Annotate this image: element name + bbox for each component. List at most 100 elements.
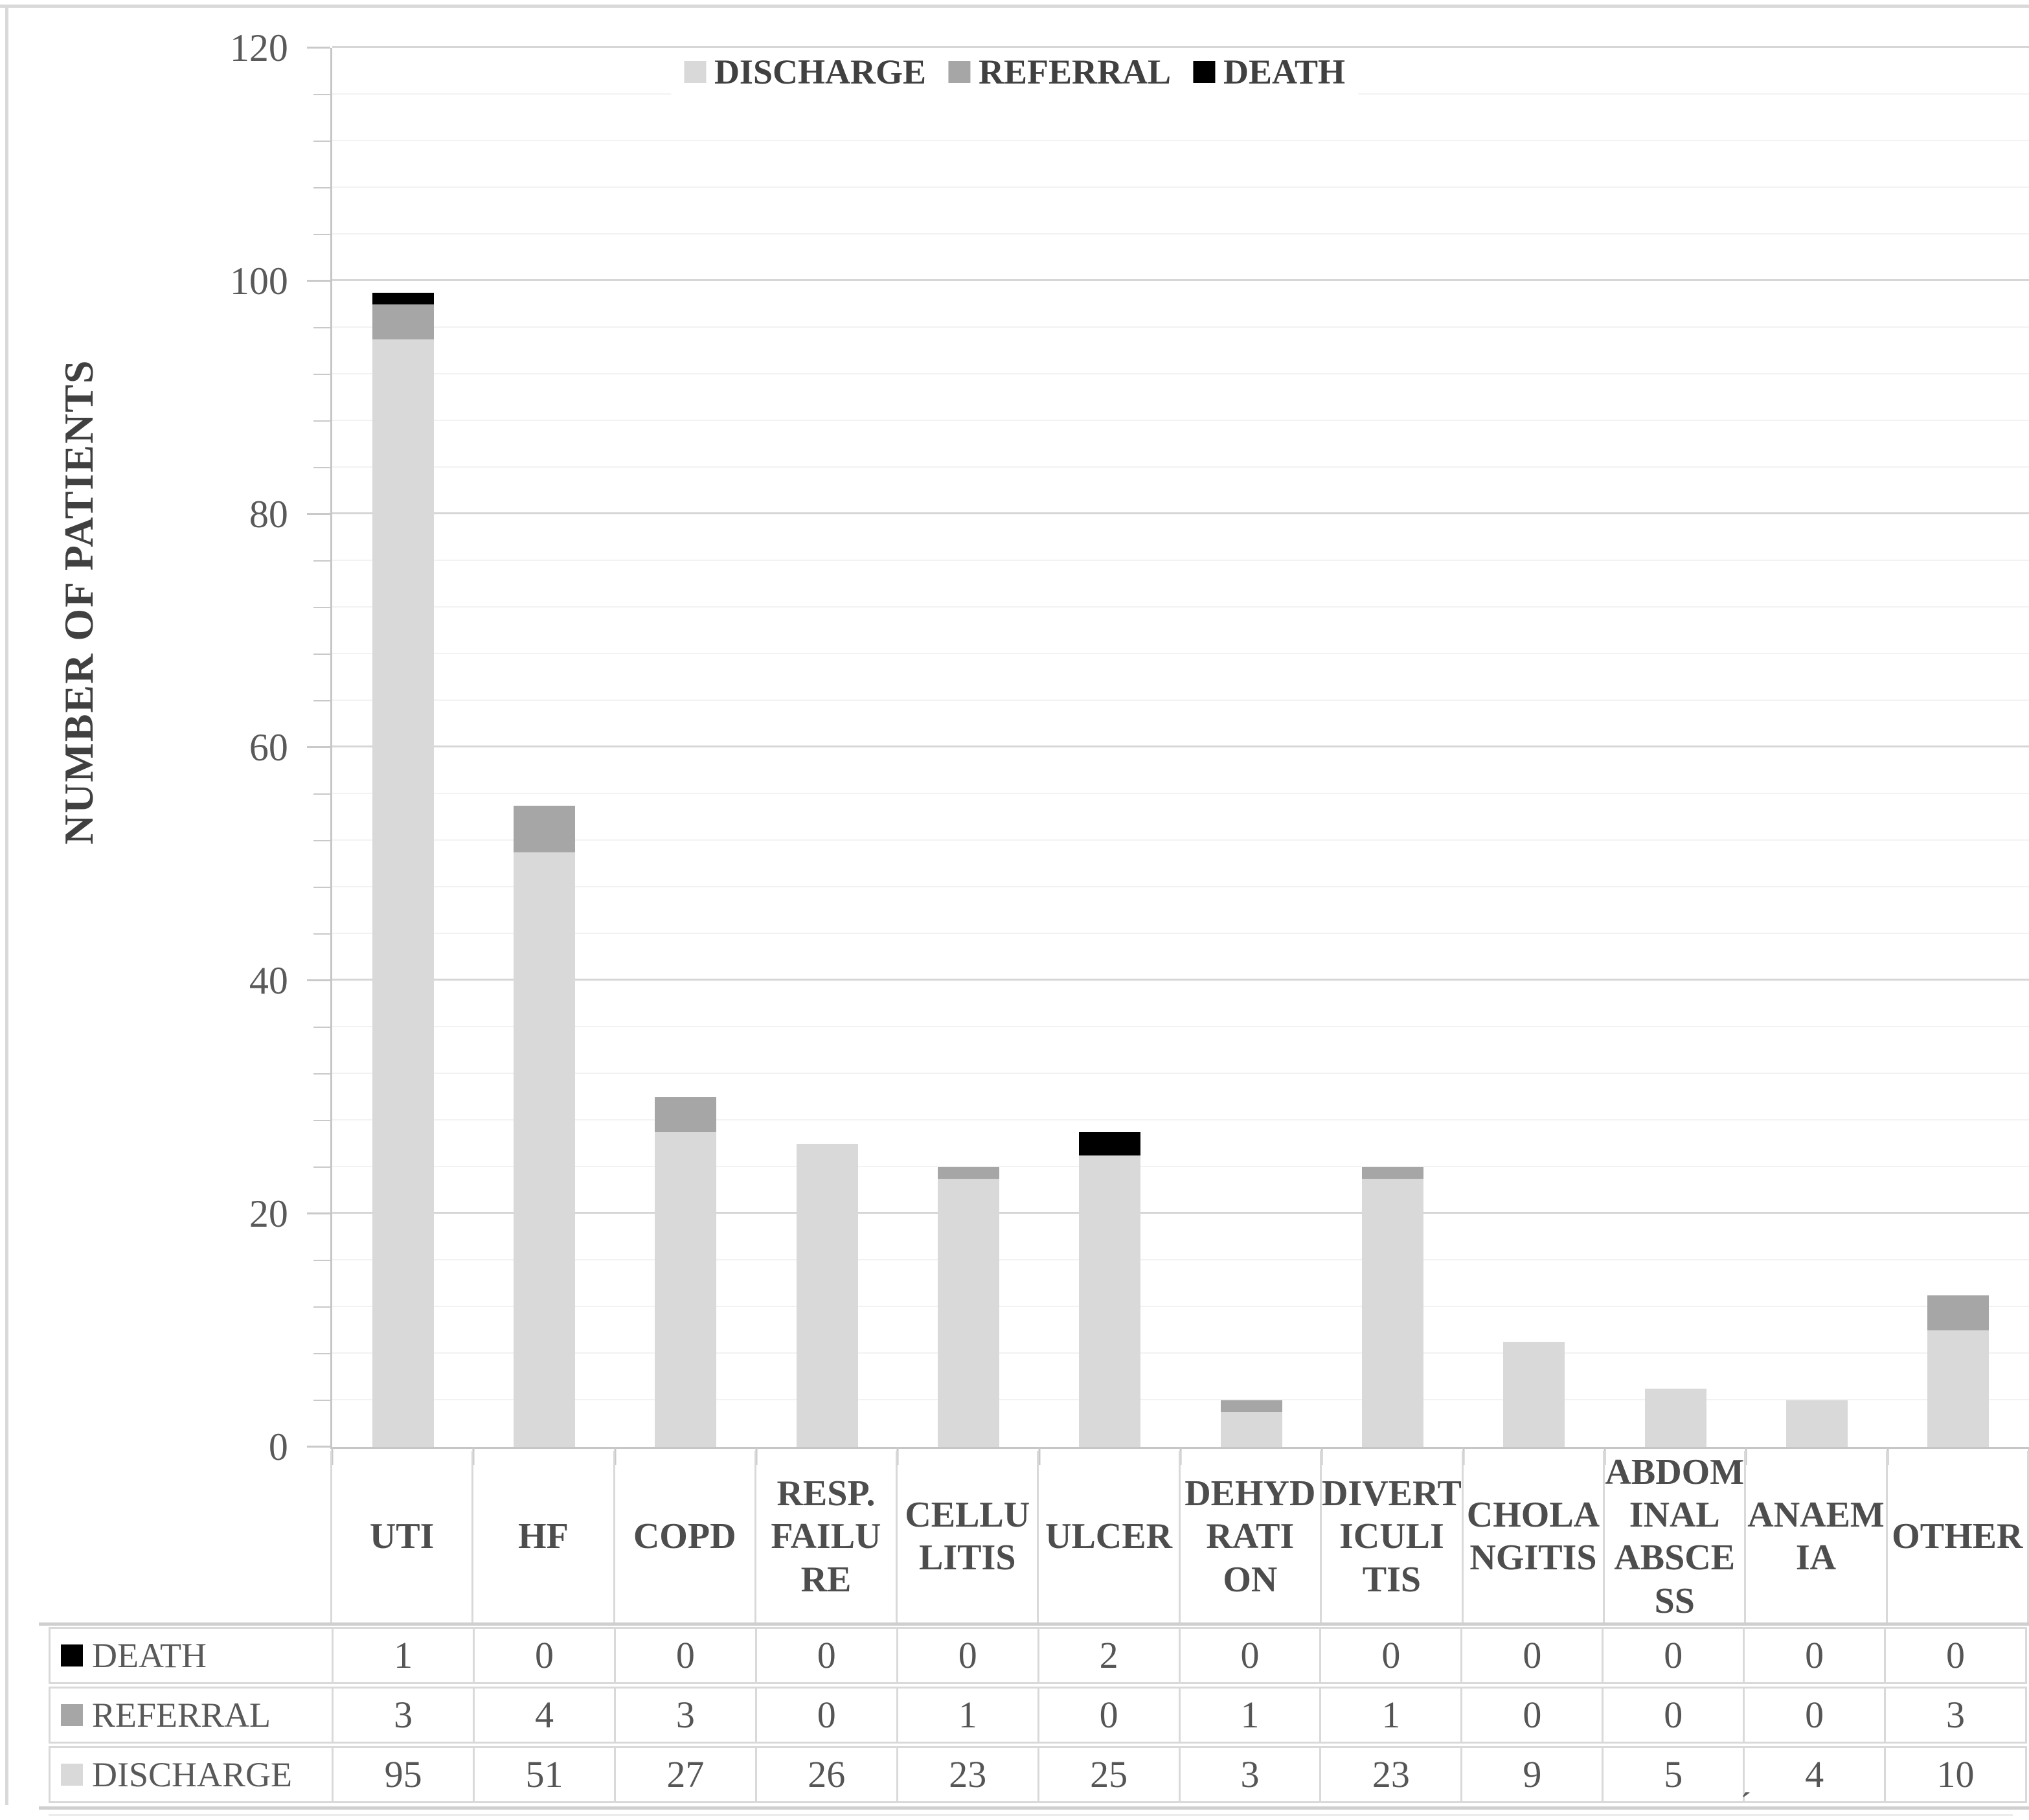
bar-segment-referral [372,304,434,339]
y-axis-label: 80 [249,492,288,536]
major-gridline [332,978,2029,981]
category-header-cell: COPD [613,1450,754,1622]
legend-swatch-icon [683,61,706,84]
minor-gridline [332,606,2029,608]
y-axis-label: 20 [249,1192,288,1235]
y-axis-tick-mark [313,1073,330,1075]
table-value-cell: 0 [754,1688,896,1742]
x-axis-tick-mark [1321,1446,1323,1465]
category-header-cell: ABDOM INAL ABSCE SS [1603,1450,1744,1622]
major-gridline [332,45,2029,48]
legend-label: DISCHARGE [714,52,926,92]
y-axis-tick-mark [313,187,330,188]
figure-border-top [0,5,2029,8]
table-value-cell: 3 [332,1688,473,1742]
minor-gridline [332,792,2029,794]
minor-gridline [332,466,2029,468]
table-value-cell: 23 [1319,1747,1460,1801]
minor-gridline [332,419,2029,421]
x-axis-tick-mark [614,1446,617,1465]
bar-segment-discharge [796,1143,858,1447]
table-value-cell: 5 [1602,1747,1743,1801]
major-gridline [332,512,2029,514]
plot-area [306,45,2029,1465]
bar-segment-referral [937,1167,999,1179]
y-axis-tick-mark [306,46,330,49]
bar-segment-discharge [1220,1411,1282,1447]
stray-caption-mark: ´ [1741,1786,1751,1819]
table-value-cell: 4 [473,1688,614,1742]
y-axis-tick-mark [313,466,330,468]
y-axis-tick-mark [313,1259,330,1261]
x-axis-tick-mark [755,1446,758,1465]
x-axis-tick-mark [896,1446,899,1465]
y-axis-tick-mark [313,1026,330,1028]
x-axis-tick-mark [472,1446,475,1465]
y-axis-tick-mark [313,793,330,795]
series-key-icon [61,1644,83,1666]
table-row-label: DEATH [51,1629,332,1682]
table-value-cell: 1 [896,1688,1037,1742]
y-axis-tick-mark [313,1399,330,1401]
table-value-cell: 26 [754,1747,896,1801]
table-value-cell: 51 [473,1747,614,1801]
y-axis-label: 0 [268,1425,288,1468]
category-header-row: UTI HF COPD RESP. FAILU RE CELLU LITIS ULCER DEHY… [330,1450,2029,1622]
minor-gridline [332,186,2029,188]
minor-gridline [332,1352,2029,1354]
bar-segment-death [372,293,434,304]
table-bottom-shadow-line [49,1814,2013,1816]
table-value-cell: 0 [473,1628,614,1682]
table-row-label: DISCHARGE [51,1748,332,1801]
y-axis-tick-mark [313,373,330,375]
bar-segment-discharge [1361,1178,1423,1447]
bar-segment-discharge [1503,1341,1565,1447]
y-axis-label: 100 [229,259,288,302]
y-axis-tick-mark [313,560,330,562]
table-row-death: DEATH 1 0 0 0 0 2 0 0 0 0 0 0 [49,1626,2028,1684]
legend-swatch-icon [1193,61,1216,84]
y-axis-label: 120 [229,26,288,69]
legend-item: REFERRAL [948,54,1171,89]
category-header-cell: UTI [330,1450,471,1622]
y-axis-label: 60 [249,725,288,769]
minor-gridline [332,1258,2029,1260]
y-axis-tick-mark [313,700,330,701]
minor-gridline [332,839,2029,841]
table-value-cell: 1 [332,1628,473,1682]
y-axis-tick-mark [306,279,330,282]
table-value-cell: 23 [896,1747,1037,1801]
table-value-cell: 0 [896,1628,1037,1682]
category-header-cell: ULCER [1037,1450,1178,1622]
bar-segment-referral [1220,1400,1282,1412]
bar-segment-discharge [937,1178,999,1447]
legend-swatch-icon [948,61,970,84]
minor-gridline [332,1305,2029,1307]
table-value-cell: 0 [613,1628,755,1682]
category-header-cell: RESP. FAILU RE [754,1450,896,1622]
y-axis-tick-mark [313,93,330,95]
y-axis-tick-mark [313,1119,330,1121]
series-key-icon [61,1703,83,1726]
y-axis-tick-mark [306,512,330,515]
minor-gridline [332,372,2029,374]
table-value-cell: 2 [1037,1628,1179,1682]
bar-segment-referral [513,806,575,852]
table-value-cell: 0 [1884,1628,2025,1682]
table-value-cell: 4 [1743,1747,1884,1801]
table-value-cell: 0 [1460,1688,1602,1742]
minor-gridline [332,1165,2029,1167]
table-value-cell: 0 [1743,1628,1884,1682]
y-axis-tick-mark [313,233,330,235]
table-value-cell: 0 [1460,1628,1602,1682]
table-value-cell: 3 [1178,1747,1320,1801]
table-value-cell: 0 [1037,1688,1179,1742]
minor-gridline [332,559,2029,561]
category-header-cell: DIVERT ICULI TIS [1319,1450,1462,1622]
table-value-cell: 27 [613,1747,755,1801]
minor-gridline [332,652,2029,654]
table-value-cell: 25 [1037,1747,1179,1801]
minor-gridline [332,1025,2029,1027]
table-value-cell: 0 [1602,1688,1743,1742]
table-value-cell: 10 [1884,1747,2025,1801]
